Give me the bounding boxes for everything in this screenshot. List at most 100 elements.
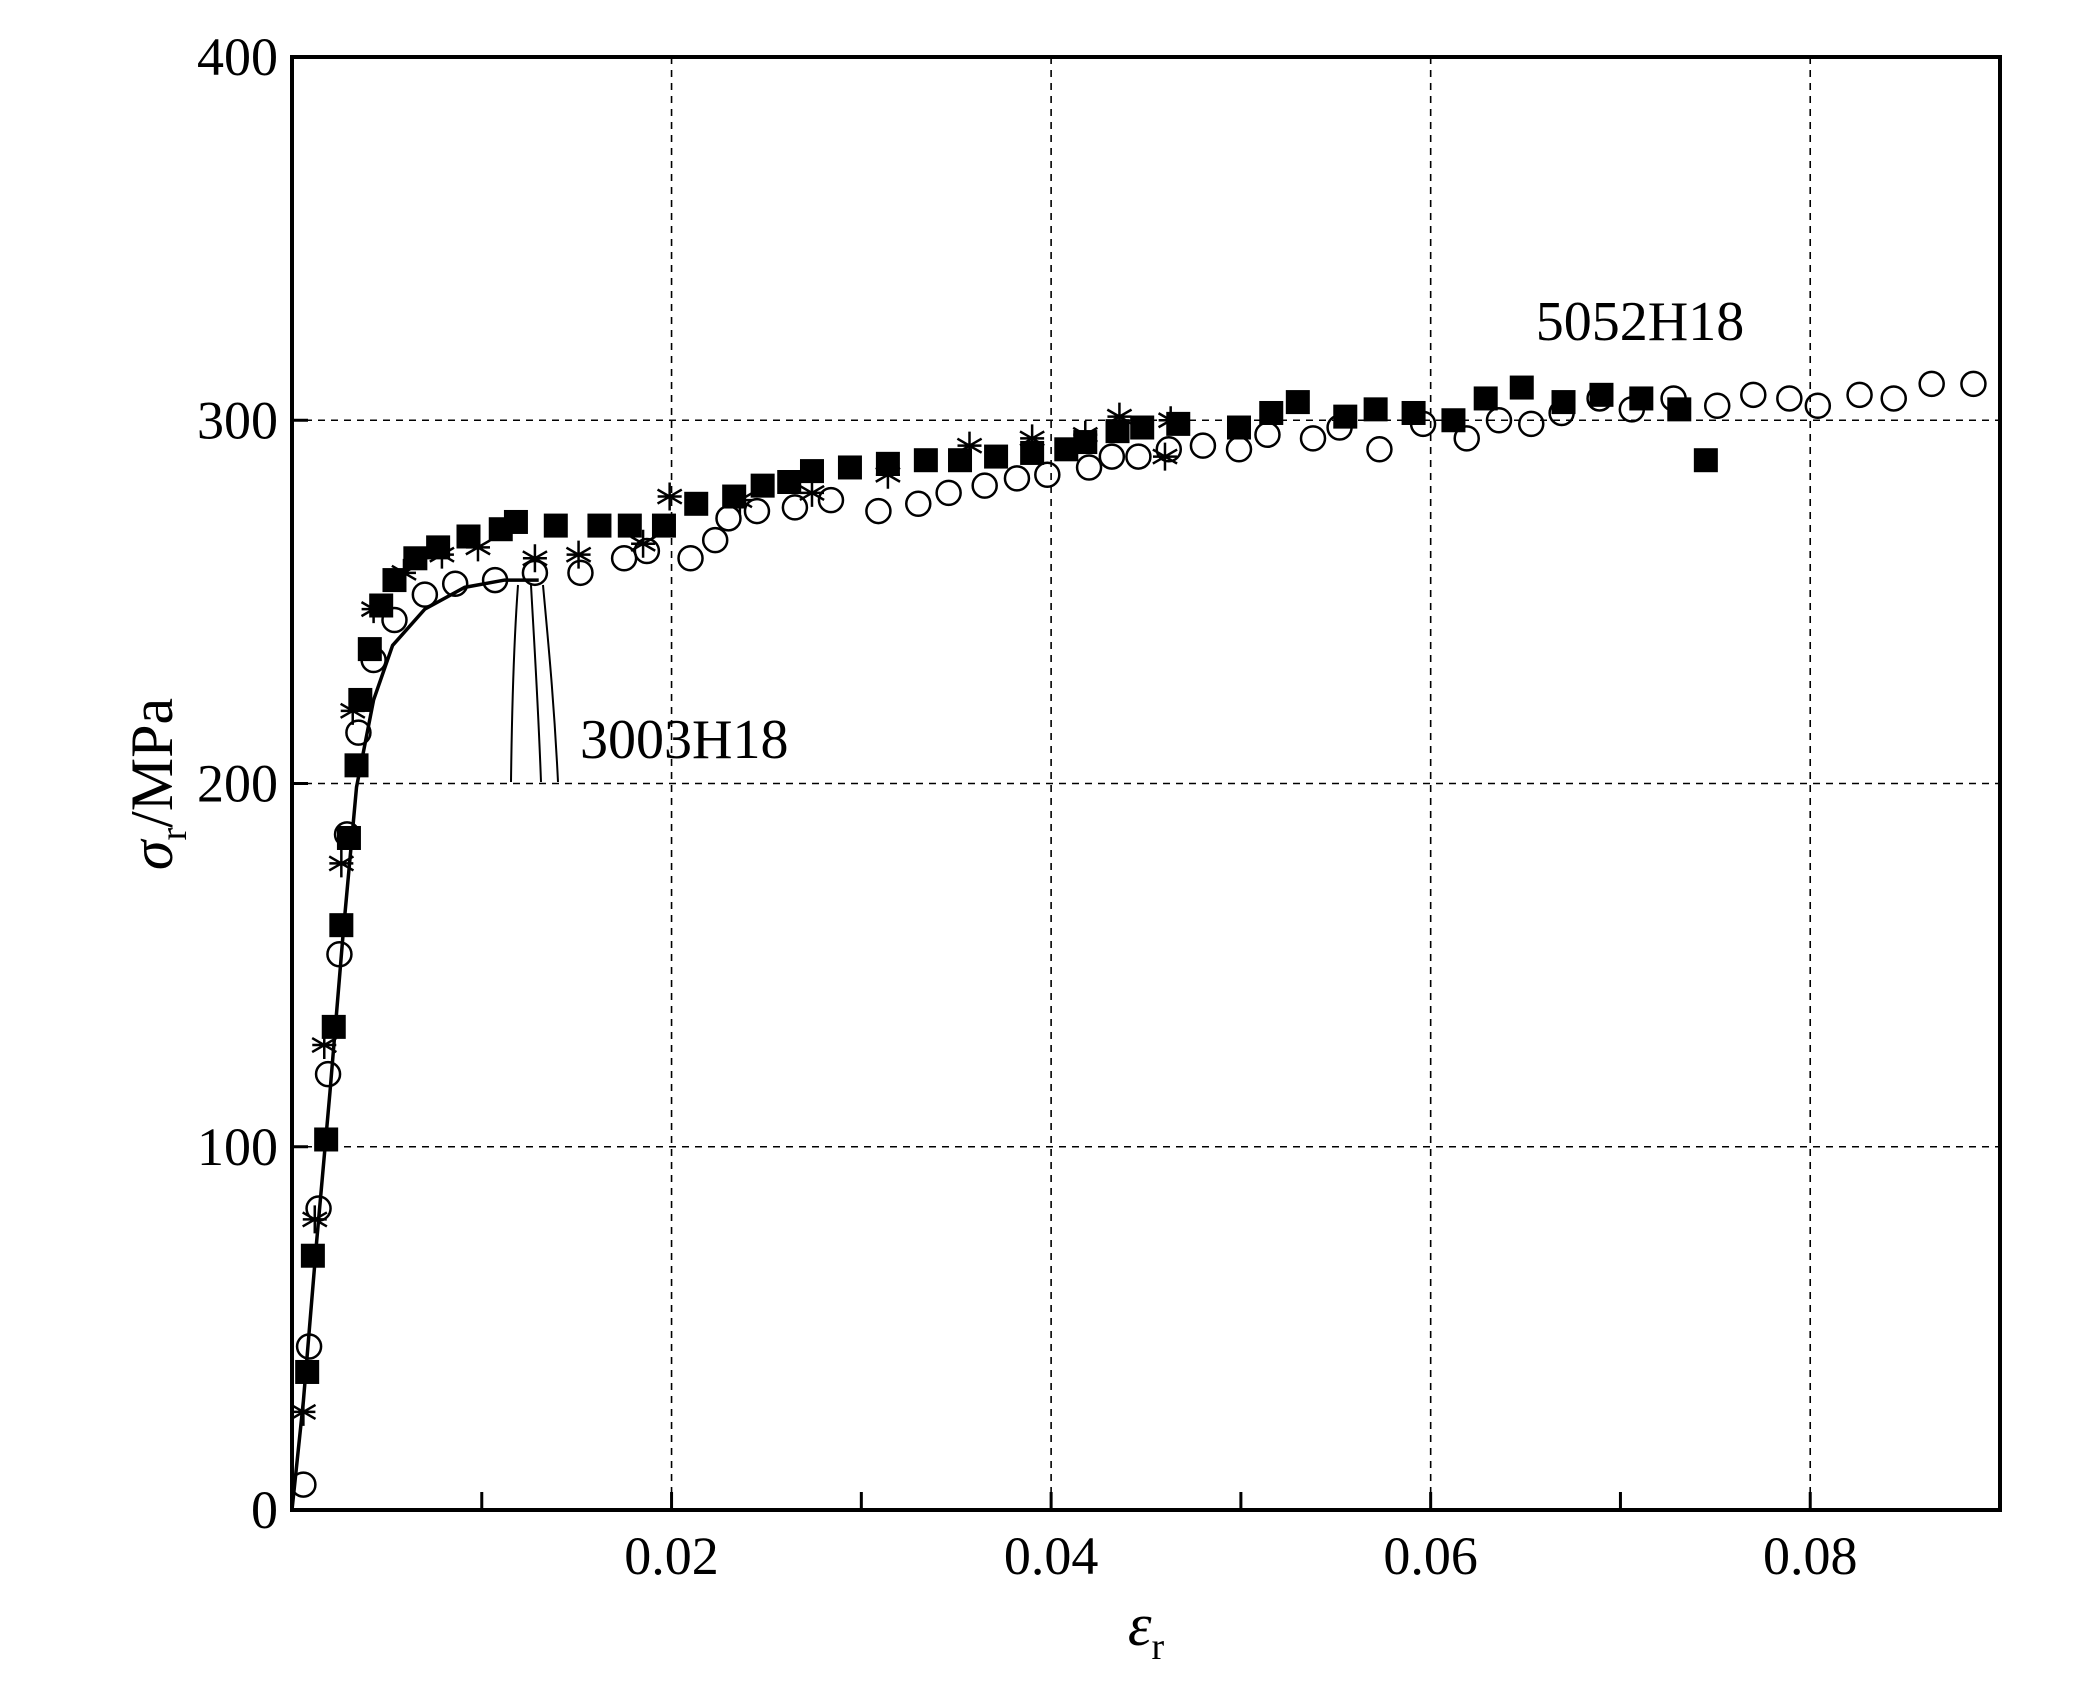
square-marker [1693, 448, 1718, 473]
circle-marker [345, 719, 372, 746]
asterisk-marker [1157, 406, 1184, 435]
annotation-leader [510, 584, 559, 783]
curve [290, 578, 539, 1511]
y-axis-label-symbol: σ [119, 838, 185, 870]
circle-marker [1098, 443, 1126, 470]
circle-marker [677, 545, 704, 572]
marks [290, 370, 1987, 1511]
circle-marker [1485, 407, 1513, 434]
circle-marker [1155, 436, 1183, 463]
x-tick-label: 0.02 [624, 1526, 719, 1586]
asterisk-marker [875, 460, 901, 489]
circle-marker [1517, 410, 1545, 438]
x-axis-label-subscript: r [1152, 1626, 1165, 1668]
y-axis-label-unit: /MPa [119, 698, 185, 828]
circle-marker [781, 494, 809, 521]
square-marker [300, 1243, 325, 1268]
circle-marker [1740, 381, 1767, 409]
circle-marker [1804, 392, 1832, 419]
circle-marker [905, 490, 932, 518]
circle-marker [1880, 385, 1907, 412]
y-axis-label: σr/MPa [119, 698, 195, 870]
square-marker [837, 455, 862, 480]
circle-marker [1960, 370, 1987, 398]
square-marker [1226, 415, 1251, 440]
circle-marker [817, 486, 845, 514]
square-marker [1509, 375, 1534, 400]
circle-marker [1776, 385, 1803, 412]
circle-marker [1586, 385, 1613, 412]
circle-marker [701, 526, 729, 554]
circle-marker [633, 537, 661, 565]
square-marker [1285, 390, 1310, 415]
circle-marker [743, 497, 771, 525]
square-marker [984, 444, 1009, 469]
circle-marker [1326, 414, 1353, 441]
annotation: 5052H18 [1536, 291, 1744, 353]
y-axis-label-subscript: r [153, 828, 195, 841]
square-marker [456, 524, 481, 549]
asterisk-marker [630, 529, 656, 558]
square-marker [587, 513, 612, 538]
asterisk-marker [1072, 420, 1099, 449]
circle-marker [1075, 454, 1103, 481]
circle-marker [1703, 392, 1731, 419]
grid [292, 55, 2000, 1512]
square-marker [651, 513, 676, 538]
square-marker [344, 753, 369, 778]
square-marker [684, 491, 709, 516]
square-marker [1020, 440, 1045, 465]
square-marker [750, 473, 775, 498]
x-tick-label: 0.08 [1763, 1526, 1858, 1586]
y-tick-label: 300 [197, 390, 278, 450]
circle-marker [1034, 461, 1061, 488]
circle-marker [971, 472, 998, 499]
asterisk-marker [1152, 442, 1178, 471]
square-marker [503, 509, 528, 534]
circle-marker [411, 581, 439, 608]
square-marker [1363, 397, 1388, 422]
square-marker [329, 913, 354, 938]
asterisk-marker [328, 849, 355, 878]
asterisk-marker [522, 544, 548, 573]
asterisk-marker [956, 431, 983, 460]
annotation: 3003H18 [580, 709, 788, 771]
circle-marker [865, 497, 892, 525]
y-tick-label: 100 [197, 1117, 278, 1177]
circle-marker [1366, 436, 1393, 463]
asterisk-marker [465, 533, 491, 562]
asterisk-marker [360, 595, 387, 624]
asterisk-marker [302, 1205, 328, 1234]
circle-marker [1125, 443, 1152, 470]
asterisk-marker [391, 558, 417, 587]
y-tick-label: 200 [197, 754, 278, 814]
circle-marker [1299, 425, 1327, 452]
asterisk-marker [339, 696, 366, 725]
x-tick-label: 0.04 [1004, 1526, 1099, 1586]
circle-marker [1660, 385, 1687, 412]
circle-marker [1003, 465, 1031, 492]
square-marker [617, 513, 642, 538]
square-marker [1259, 400, 1284, 425]
circle-marker [314, 1060, 342, 1088]
x-tick-label: 0.06 [1383, 1526, 1478, 1586]
y-tick-label: 0 [251, 1480, 278, 1540]
square-marker [1130, 415, 1155, 440]
circle-marker [715, 505, 742, 532]
x-axis-label-symbol: ε [1128, 1592, 1152, 1658]
asterisk-marker [429, 540, 455, 569]
circle-marker [1918, 370, 1945, 398]
y-tick-label: 400 [197, 27, 278, 87]
square-marker [1473, 386, 1498, 411]
asterisk-marker [565, 540, 592, 569]
circle-marker [1254, 421, 1281, 449]
circle-marker [441, 570, 469, 597]
square-marker [913, 448, 938, 473]
asterisk-marker [727, 486, 753, 515]
asterisk-marker [799, 478, 825, 507]
circle-marker [360, 646, 387, 674]
circle-marker [1453, 425, 1480, 452]
circle-marker [1548, 399, 1575, 427]
